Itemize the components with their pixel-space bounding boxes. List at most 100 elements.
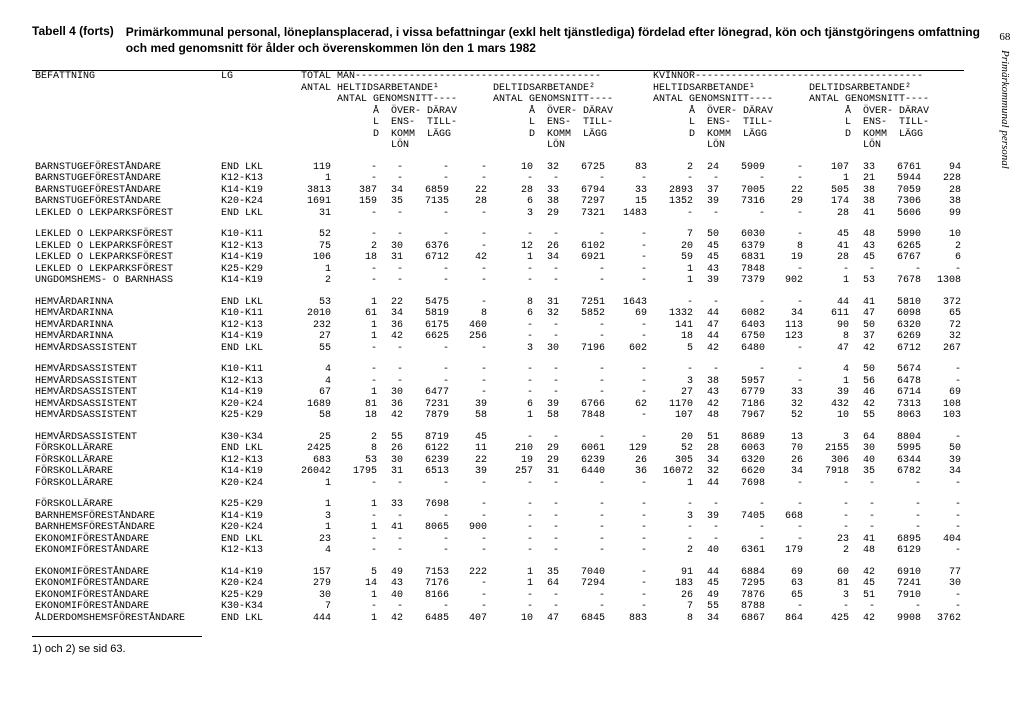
cell-val: 53 — [284, 297, 334, 309]
cell-val: 44 — [806, 297, 852, 309]
cell-val: - — [452, 511, 490, 523]
cell-val: - — [608, 241, 650, 253]
cell-val: - — [536, 522, 562, 534]
cell-val: 27 — [650, 387, 696, 399]
cell-val: - — [334, 534, 380, 546]
cell-val: 8 — [452, 308, 490, 320]
cell-val: 34 — [536, 252, 562, 264]
cell-val: 3 — [650, 511, 696, 523]
cell-val: - — [562, 229, 608, 241]
cell-val: 210 — [490, 443, 536, 455]
cell-val: 27 — [284, 331, 334, 343]
cell-befattning: HEMVÅRDARINNA — [32, 320, 218, 332]
cell-val: 460 — [452, 320, 490, 332]
table-row: LEKLED O LEKPARKSFÖRESTK12-K13752306376-… — [32, 241, 964, 253]
hdr-sub-0-0: ANTAL GENOMSNITT---- — [334, 94, 490, 106]
hdr-sub-1-2: Å ÖVER- DÄRAV — [650, 106, 806, 118]
cell-val: - — [768, 229, 806, 241]
cell-val: - — [334, 478, 380, 490]
cell-val: 34 — [924, 466, 964, 478]
cell-val: 90 — [806, 320, 852, 332]
cell-val: 8 — [806, 331, 852, 343]
cell-befattning: BARNSTUGEFÖRESTÅNDARE — [32, 173, 218, 185]
table-row: EKONOMIFÖRESTÅNDAREEND LKL23------------… — [32, 534, 964, 546]
cell-val: 1 — [284, 478, 334, 490]
cell-val: 1 — [334, 331, 380, 343]
cell-val: 4 — [284, 376, 334, 388]
table-row: BARNSTUGEFÖRESTÅNDAREK20-K24169115935713… — [32, 196, 964, 208]
cell-val: 5990 — [878, 229, 924, 241]
cell-val: 6625 — [406, 331, 452, 343]
cell-val: 2 — [334, 241, 380, 253]
table-row: LEKLED O LEKPARKSFÖRESTK10-K1152--------… — [32, 229, 964, 241]
cell-befattning: HEMVÅRDSASSISTENT — [32, 432, 218, 444]
cell-val: 7241 — [878, 578, 924, 590]
cell-val: 1 — [490, 567, 536, 579]
cell-val: - — [562, 601, 608, 613]
cell-val: - — [852, 478, 878, 490]
cell-val: 3762 — [924, 613, 964, 625]
cell-val: 69 — [924, 387, 964, 399]
cell-val: - — [806, 264, 852, 276]
cell-val: 1 — [334, 590, 380, 602]
cell-val: - — [452, 343, 490, 355]
cell-val: - — [536, 275, 562, 287]
cell-val: 55 — [696, 601, 722, 613]
cell-val: 47 — [852, 308, 878, 320]
cell-val: 7879 — [406, 410, 452, 422]
cell-befattning: ÅLDERDOMSHEMSFÖRESTÅNDARE — [32, 613, 218, 625]
cell-val: 65 — [924, 308, 964, 320]
cell-val: - — [536, 534, 562, 546]
cell-val: 6344 — [878, 455, 924, 467]
cell-val: 29 — [536, 208, 562, 220]
cell-val: 8063 — [878, 410, 924, 422]
cell-lg: K25-K29 — [218, 264, 284, 276]
cell-val: 8166 — [406, 590, 452, 602]
hdr-sub-1-3: Å ÖVER- DÄRAV — [806, 106, 964, 118]
cell-val: 7848 — [562, 410, 608, 422]
cell-val: 6239 — [562, 455, 608, 467]
cell-val: 1352 — [650, 196, 696, 208]
cell-val: - — [924, 364, 964, 376]
cell-val: 2 — [284, 275, 334, 287]
cell-lg: K12-K13 — [218, 320, 284, 332]
cell-val: 1332 — [650, 308, 696, 320]
cell-val: 1 — [650, 478, 696, 490]
cell-val: - — [722, 364, 768, 376]
cell-val: 1 — [334, 320, 380, 332]
cell-val: 36 — [380, 320, 406, 332]
cell-val: 7876 — [722, 590, 768, 602]
cell-val: 6239 — [406, 455, 452, 467]
cell-val: 41 — [852, 208, 878, 220]
cell-val: 232 — [284, 320, 334, 332]
cell-val: 1 — [490, 410, 536, 422]
cell-val: 34 — [768, 466, 806, 478]
cell-val: - — [696, 297, 722, 309]
cell-val: 48 — [852, 545, 878, 557]
hdr-sub-1-0: Å ÖVER- DÄRAV — [334, 106, 490, 118]
cell-val: - — [490, 320, 536, 332]
cell-val: - — [806, 499, 852, 511]
cell-val: 30 — [924, 578, 964, 590]
cell-val: 18 — [334, 410, 380, 422]
cell-val: 6767 — [878, 252, 924, 264]
cell-val: - — [924, 511, 964, 523]
cell-val: - — [490, 511, 536, 523]
cell-val: 668 — [768, 511, 806, 523]
cell-val: 32 — [696, 466, 722, 478]
cell-val: 6831 — [722, 252, 768, 264]
cell-val: 3 — [490, 208, 536, 220]
cell-val: - — [768, 478, 806, 490]
hdr-arb-3: DELTIDSARBETANDE² — [806, 83, 964, 95]
cell-val: 31 — [284, 208, 334, 220]
cell-val: 39 — [696, 196, 722, 208]
cell-val: 107 — [806, 162, 852, 174]
cell-val: 900 — [452, 522, 490, 534]
cell-val: - — [406, 343, 452, 355]
cell-val: 58 — [284, 410, 334, 422]
hdr-sub-2-2: L ENS- TILL- — [650, 117, 806, 129]
cell-befattning: FÖRSKOLLÄRARE — [32, 443, 218, 455]
cell-val: - — [852, 601, 878, 613]
cell-val: 31 — [536, 297, 562, 309]
cell-val: 43 — [380, 578, 406, 590]
